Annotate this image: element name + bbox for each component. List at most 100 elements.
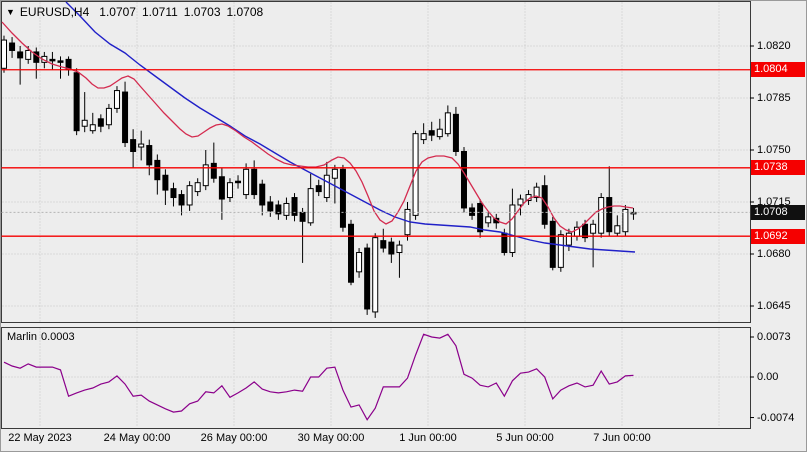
candle-up: [517, 198, 524, 206]
candle-down: [380, 240, 387, 249]
indicator-axis-label: 0.0073: [757, 331, 791, 343]
time-axis-label: 7 Jun 00:00: [593, 432, 651, 444]
candle-up: [194, 182, 201, 193]
candle-up: [356, 252, 363, 273]
indicator-label: Marlin 0.0003: [7, 331, 79, 343]
candle-up: [444, 112, 451, 135]
candle-up: [243, 168, 250, 196]
axis-ticks: [750, 45, 754, 419]
candle-down: [339, 168, 346, 228]
candle-up: [590, 223, 597, 234]
candle-up: [323, 174, 330, 199]
indicator-axis-label: -0.0074: [757, 411, 795, 424]
candle-down: [452, 113, 459, 152]
candle-up: [509, 204, 516, 254]
candle-down: [49, 58, 56, 62]
candle-up: [412, 133, 419, 216]
price-level-badge: 1.0738: [751, 160, 805, 176]
candle-down: [17, 51, 24, 59]
ohlc-high: 1.0711: [141, 5, 178, 19]
pane-borders: [1, 1, 751, 429]
candle-down: [122, 91, 129, 144]
price-axis-label: 1.0680: [757, 248, 791, 260]
level-lines: [1, 69, 750, 237]
candle-down: [267, 201, 274, 212]
time-axis-label: 24 May 00:00: [103, 432, 171, 444]
candle-up: [598, 197, 605, 234]
candle-down: [275, 204, 282, 215]
candle-up: [25, 49, 32, 60]
price-axis-label: 1.0785: [757, 92, 791, 104]
candle-down: [428, 130, 435, 136]
candle-down: [154, 159, 161, 181]
candle-down: [146, 145, 153, 166]
candle-up: [138, 143, 145, 148]
candle-down: [259, 183, 266, 206]
candle-down: [291, 197, 298, 216]
candle-down: [388, 241, 395, 255]
candle-down: [9, 42, 16, 51]
candle-down: [73, 72, 80, 132]
candle-up: [622, 208, 629, 233]
candle-down: [364, 247, 371, 310]
candles-layer: [1, 35, 637, 318]
candle-down: [170, 188, 177, 199]
time-axis-label: 1 Jun 00:00: [399, 432, 457, 444]
candle-up: [331, 168, 338, 179]
candle-down: [162, 174, 169, 191]
candle-up: [396, 244, 403, 254]
candle-up: [226, 182, 233, 199]
candle-up: [307, 188, 314, 224]
candle-down: [97, 118, 104, 127]
candle-up: [565, 232, 572, 246]
time-axis-label: 5 Jun 00:00: [496, 432, 554, 444]
candle-down: [469, 207, 476, 216]
candle-up: [485, 216, 492, 224]
marlin-line: [3, 333, 634, 421]
candle-down: [235, 180, 242, 184]
current-price-badge: 1.0708: [751, 204, 805, 220]
price-axis-label: 1.0645: [757, 300, 791, 312]
candle-down: [460, 150, 467, 209]
chart-header: ▼ EURUSD,H4 1.0707 1.0711 1.0703 1.0708: [6, 5, 269, 19]
candle-up: [372, 237, 379, 313]
price-axis-label: 1.0750: [757, 144, 791, 156]
candle-up: [557, 234, 564, 268]
price-level-badge: 1.0804: [751, 62, 805, 78]
candle-down: [130, 139, 137, 152]
symbol-label: EURUSD,H4: [19, 5, 90, 19]
candle-down: [477, 202, 484, 233]
candle-up: [436, 128, 443, 138]
candle-down: [210, 162, 217, 179]
candle-down: [582, 223, 589, 239]
time-axis-label: 26 May 00:00: [200, 432, 268, 444]
candle-down: [606, 197, 613, 233]
price-axis-label: 1.0820: [757, 40, 791, 52]
candle-up: [533, 186, 540, 199]
candle-up: [420, 133, 427, 141]
time-axis-label: 22 May 2023: [8, 432, 72, 444]
candle-up: [105, 107, 112, 126]
grid-lines: [2, 2, 750, 428]
ohlc-open: 1.0707: [99, 5, 136, 19]
candle-up: [202, 164, 209, 187]
indicator-name: Marlin: [7, 331, 37, 343]
candle-down: [218, 176, 225, 200]
candle-down: [299, 211, 306, 222]
candle-up: [186, 185, 193, 206]
candle-up: [113, 90, 120, 109]
time-axis-label: 30 May 00:00: [297, 432, 365, 444]
symbol-arrow-icon: ▼: [6, 7, 15, 17]
candle-up: [630, 211, 637, 215]
indicator-axis-label: 0.00: [757, 371, 779, 383]
candle-down: [251, 168, 258, 196]
candle-up: [614, 225, 621, 234]
indicator-value: 0.0003: [40, 331, 75, 343]
candle-up: [283, 202, 290, 216]
candle-up: [1, 39, 7, 69]
ohlc-low: 1.0703: [183, 5, 221, 19]
candle-down: [178, 194, 185, 206]
price-level-badge: 1.0692: [751, 228, 805, 244]
